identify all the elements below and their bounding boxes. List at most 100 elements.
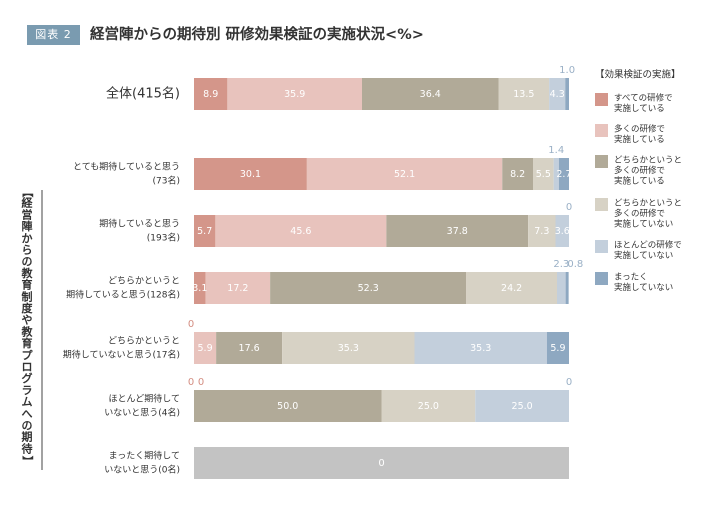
legend-entry: どちらかというと xyxy=(614,156,682,166)
bar-segment xyxy=(386,215,529,247)
group-axis-label-char: 陣 xyxy=(22,219,33,233)
legend-entry: 実施している xyxy=(614,176,665,187)
legend-entry: 多くの研修で xyxy=(614,165,665,176)
data-label: 35.3 xyxy=(470,343,491,354)
group-axis-label-char: 経 xyxy=(22,196,34,210)
data-label: 35.9 xyxy=(284,89,305,100)
bar-segment xyxy=(498,78,550,110)
figure-header: 図表 2 経営陣からの期待別 研修効果検証の実施状況<%> xyxy=(0,0,717,60)
group-axis-label-char: 育 xyxy=(22,336,33,350)
group-axis-label-char: 営 xyxy=(22,207,33,221)
outside-data-label: 2.3 xyxy=(553,259,569,270)
bar-segment xyxy=(533,158,554,190)
figure-number-badge: 図表 2 xyxy=(27,25,80,45)
bar-segment xyxy=(270,272,467,304)
legend-swatch xyxy=(595,240,608,253)
category-label: どちらかというと xyxy=(108,336,180,347)
group-axis-label-char: 期 xyxy=(22,430,33,444)
category-label: 期待していると思う(128名) xyxy=(66,289,180,301)
data-label: 13.5 xyxy=(513,89,534,100)
group-axis-label-char: ム xyxy=(22,396,33,409)
bar-segment xyxy=(414,332,547,364)
legend-entry: 実施している xyxy=(614,103,665,114)
group-axis-label-char: ロ xyxy=(22,361,33,374)
data-label: 17.6 xyxy=(239,343,260,354)
bar-segment xyxy=(549,78,566,110)
group-axis-label-char: 制 xyxy=(22,289,33,303)
category-label: いないと思う(4名) xyxy=(104,407,180,419)
bar-segment xyxy=(362,78,499,110)
bar-segment xyxy=(194,332,217,364)
data-label: 17.2 xyxy=(227,283,248,294)
legend-entry: どちらかというと xyxy=(614,199,682,209)
data-label: 8.2 xyxy=(510,169,525,180)
data-label: 50.0 xyxy=(277,401,298,412)
outside-data-label: 1.4 xyxy=(548,145,564,156)
group-axis-label-char: 度 xyxy=(22,301,34,315)
legend-entry: 多くの研修で xyxy=(614,208,665,219)
category-label: (193名) xyxy=(147,232,180,244)
bar-segment xyxy=(282,332,415,364)
legend-swatch xyxy=(595,155,608,168)
bar-segment xyxy=(557,272,566,304)
data-label: 8.9 xyxy=(203,89,218,100)
group-axis-label-char: 教 xyxy=(21,324,34,338)
category-label-total: 全体(415名) xyxy=(106,86,180,102)
legend-entry: すべての研修で xyxy=(614,93,673,104)
outside-data-label: 1.0 xyxy=(559,65,575,76)
data-label: 24.2 xyxy=(501,283,522,294)
outside-data-label: 0 xyxy=(566,377,572,388)
data-label: 7.3 xyxy=(534,226,549,237)
bar-segment xyxy=(466,272,557,304)
group-axis-label-char: 教 xyxy=(21,266,34,280)
bar-segment xyxy=(215,215,387,247)
category-label: どちらかというと xyxy=(108,276,180,287)
group-axis-label-char: の xyxy=(22,419,33,432)
group-axis-label-char: 育 xyxy=(22,278,33,292)
legend-swatch xyxy=(595,198,608,211)
category-label: とても期待していると思う xyxy=(73,161,180,173)
data-label: 52.1 xyxy=(394,169,415,180)
group-axis-label-char: 待 xyxy=(21,441,33,455)
bar-segment xyxy=(194,272,206,304)
bar-segment xyxy=(475,390,569,422)
data-label: 45.6 xyxy=(290,226,311,237)
group-axis-label-char: へ xyxy=(22,407,33,420)
data-label: 2.7 xyxy=(556,169,571,180)
legend-swatch xyxy=(595,124,608,137)
data-label: 30.1 xyxy=(240,169,261,180)
outside-data-label: 0 xyxy=(188,319,194,330)
outside-data-label: 0 xyxy=(198,377,204,388)
bar-segment xyxy=(194,215,216,247)
category-label: ほとんど期待して xyxy=(109,393,180,405)
bar-segment xyxy=(502,158,533,190)
data-label: 3.1 xyxy=(192,283,207,294)
bar-segment xyxy=(381,390,476,422)
legend-entry: 実施していない xyxy=(614,282,673,293)
bar-segment xyxy=(216,332,283,364)
bar-segment xyxy=(565,78,569,110)
group-axis-label-char: 】 xyxy=(21,456,34,467)
category-label: 期待していると思う xyxy=(99,218,180,230)
chart-title: 経営陣からの期待別 研修効果検証の実施状況<%> xyxy=(90,27,424,43)
bar-segment xyxy=(528,215,556,247)
data-label: 5.9 xyxy=(198,343,213,354)
data-label: 25.0 xyxy=(512,401,533,412)
bar-segment xyxy=(194,390,382,422)
legend-entry: ほとんどの研修で xyxy=(614,240,682,251)
data-label: 52.3 xyxy=(358,283,379,294)
bar-segment xyxy=(194,78,228,110)
legend-title: 【効果検証の実施】 xyxy=(595,69,681,81)
legend-entry: 多くの研修で xyxy=(614,124,665,135)
data-label: 25.0 xyxy=(418,401,439,412)
bar-segment xyxy=(227,78,362,110)
legend-entry: まったく xyxy=(614,273,648,283)
category-label: いないと思う(0名) xyxy=(104,464,180,476)
group-axis-label-char: 【 xyxy=(21,187,34,198)
data-label: 5.5 xyxy=(536,169,551,180)
outside-data-label: 0 xyxy=(188,377,194,388)
group-axis-label-char: の xyxy=(22,255,33,268)
bar-segment xyxy=(553,158,559,190)
category-label: (73名) xyxy=(153,175,180,187)
